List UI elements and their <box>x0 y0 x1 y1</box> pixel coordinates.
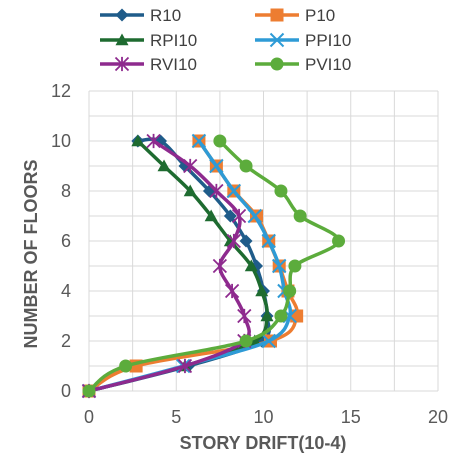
legend-item-rpi10: RPI10 <box>100 31 197 50</box>
data-point-pvi10 <box>293 209 307 223</box>
legend-label: R10 <box>150 6 181 25</box>
legend-label: RVI10 <box>150 55 197 74</box>
data-point-ppi10 <box>247 208 262 224</box>
data-point-p10 <box>290 309 304 323</box>
y-tick-label: 10 <box>51 131 71 151</box>
legend-marker <box>114 56 130 72</box>
legend-marker <box>270 8 284 22</box>
x-tick-label: 20 <box>428 407 448 427</box>
y-tick-label: 6 <box>61 231 71 251</box>
y-tick-label: 12 <box>51 81 71 101</box>
series-layer <box>81 133 346 399</box>
legend-label: PPI10 <box>305 31 351 50</box>
data-point-rpi10 <box>204 209 218 222</box>
legend-item-ppi10: PPI10 <box>255 31 351 50</box>
data-point-ppi10 <box>261 233 276 249</box>
y-tick-label: 4 <box>61 281 71 301</box>
data-point-rpi10 <box>131 134 145 147</box>
legend-label: P10 <box>305 6 335 25</box>
data-point-rvi10 <box>224 283 240 299</box>
data-point-pvi10 <box>283 284 297 298</box>
data-point-ppi10 <box>191 133 207 149</box>
series-rvi10 <box>81 133 252 399</box>
data-point-pvi10 <box>213 134 227 148</box>
legend-marker <box>269 32 285 48</box>
data-point-rvi10 <box>177 358 193 374</box>
data-point-rpi10 <box>183 184 197 197</box>
legend-item-pvi10: PVI10 <box>255 55 351 74</box>
data-point-rvi10 <box>212 258 228 274</box>
legend-item-rvi10: RVI10 <box>100 55 197 74</box>
y-tick-label: 2 <box>61 331 71 351</box>
data-point-r10 <box>239 234 253 248</box>
data-point-pvi10 <box>288 259 302 273</box>
data-point-rvi10 <box>226 233 241 249</box>
data-point-pvi10 <box>119 359 133 373</box>
x-axis-title: STORY DRIFT(10-4) <box>180 433 347 453</box>
data-point-rvi10 <box>146 133 161 149</box>
data-point-rpi10 <box>255 284 269 297</box>
data-point-rvi10 <box>183 158 198 174</box>
legend-item-p10: P10 <box>255 6 335 25</box>
data-point-pvi10 <box>239 334 253 348</box>
y-axis-title: NUMBER OF FLOORS <box>21 160 41 349</box>
legend-marker <box>270 57 284 71</box>
data-point-rvi10 <box>231 208 247 224</box>
data-point-rvi10 <box>237 308 252 324</box>
data-point-rpi10 <box>260 309 274 322</box>
data-point-pvi10 <box>274 309 288 323</box>
data-point-ppi10 <box>226 183 242 199</box>
data-point-ppi10 <box>209 158 224 174</box>
y-tick-labels: 0 2 4 6 8 10 12 <box>51 81 71 401</box>
data-point-rvi10 <box>209 183 224 199</box>
legend-marker <box>115 33 129 46</box>
data-point-ppi10 <box>271 258 287 274</box>
legend-label: RPI10 <box>150 31 197 50</box>
legend: R10 P10 RPI10 PPI10 RVI10 PVI10 <box>100 6 351 74</box>
data-point-pvi10 <box>274 184 288 198</box>
data-point-pvi10 <box>332 234 346 248</box>
x-tick-label: 10 <box>253 407 273 427</box>
x-tick-label: 0 <box>84 407 94 427</box>
x-tick-label: 5 <box>171 407 181 427</box>
data-point-pvi10 <box>239 159 253 173</box>
y-tick-label: 8 <box>61 181 71 201</box>
data-point-pvi10 <box>82 384 96 398</box>
y-tick-label: 0 <box>61 381 71 401</box>
legend-marker <box>115 8 129 22</box>
data-point-ppi10 <box>261 333 276 349</box>
x-tick-labels: 0 5 10 15 20 <box>84 407 448 427</box>
data-point-r10 <box>223 209 237 223</box>
legend-label: PVI10 <box>305 55 351 74</box>
series-pvi10 <box>82 134 346 398</box>
data-point-rpi10 <box>157 159 171 172</box>
data-point-rpi10 <box>244 259 258 272</box>
x-tick-label: 15 <box>341 407 361 427</box>
legend-item-r10: R10 <box>100 6 181 25</box>
